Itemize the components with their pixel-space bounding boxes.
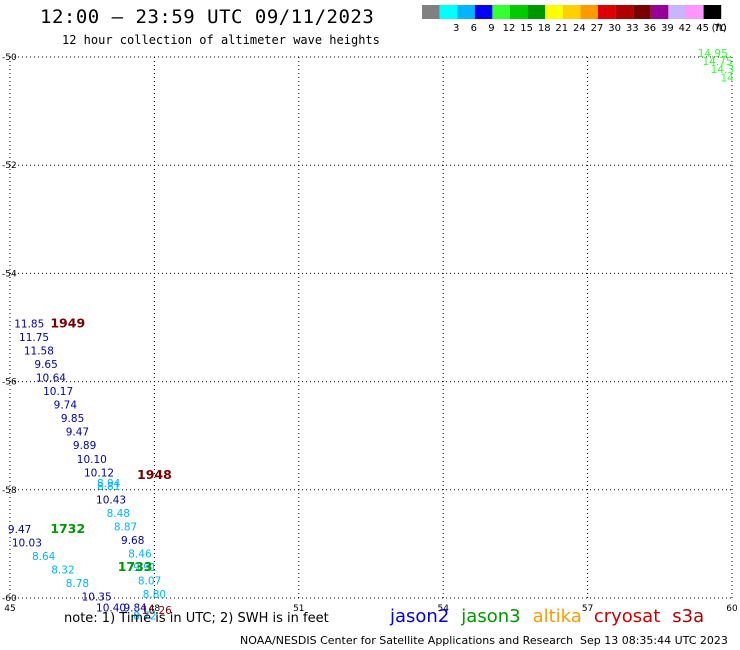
- colorbar-swatch: [668, 5, 686, 19]
- colorbar-swatch: [562, 5, 581, 19]
- wave-height-label: 8.07: [138, 575, 161, 587]
- satellite-legend: jason2 jason3 altika cryosat s3a: [390, 606, 716, 627]
- colorbar-label: 30: [608, 23, 621, 34]
- pass-time-label: 1732: [50, 521, 85, 536]
- wave-height-label: 9.91: [133, 562, 156, 574]
- colorbar-label: 6: [471, 23, 477, 34]
- wave-height-label: 8.32: [51, 565, 74, 577]
- y-tick-label: -58: [2, 486, 17, 496]
- wave-height-label: 8.81: [97, 481, 120, 493]
- colorbar-swatch: [527, 5, 546, 19]
- wave-height-label: 9.47: [8, 524, 31, 536]
- pass-time-label: 1949: [50, 316, 85, 331]
- legend-item-jason3: jason3: [461, 606, 521, 627]
- wave-height-label: 9.68: [121, 535, 144, 547]
- colorbar-label: 18: [538, 23, 551, 34]
- legend-item-s3a: s3a: [672, 606, 705, 627]
- wave-height-label: 9.84: [123, 603, 147, 615]
- wave-height-label: 14.95: [698, 48, 728, 60]
- colorbar-label: 45: [696, 23, 709, 34]
- colorbar-label: 15: [520, 23, 533, 34]
- x-tick-label: 60: [726, 604, 738, 614]
- wave-height-label: 8.80: [143, 589, 166, 601]
- wave-height-label: 10.17: [43, 386, 73, 398]
- wave-height-label: 8.64: [32, 551, 56, 563]
- colorbar-label: 27: [591, 23, 604, 34]
- wave-height-label: 9.74: [54, 400, 78, 412]
- colorbar-label: 9: [488, 23, 494, 34]
- wave-height-label: 8.46: [128, 548, 152, 560]
- colorbar: 3 6 9 12 15 18 21 24 27 30 33 36 39 42 45 70(ft): [422, 5, 727, 34]
- x-tick-label: 45: [4, 604, 15, 614]
- wave-height-label: 9.65: [34, 359, 57, 371]
- colorbar-label: 24: [573, 23, 586, 34]
- colorbar-label: 33: [626, 23, 639, 34]
- y-tick-label: -56: [2, 378, 17, 388]
- wave-height-label: 10.12: [84, 467, 114, 479]
- wave-height-label: 11.58: [24, 346, 54, 358]
- wave-height-label: 10.40: [96, 603, 126, 615]
- wave-height-label: 8.78: [66, 578, 89, 590]
- wave-height-label: 8.72: [133, 611, 156, 623]
- chart-title: 12:00 – 23:59 UTC 09/11/2023: [40, 6, 375, 28]
- wave-height-label: 11.75: [19, 332, 49, 344]
- legend-item-jason2: jason2: [390, 606, 450, 627]
- y-tick-label: -52: [2, 161, 17, 171]
- colorbar-swatch: [492, 5, 510, 19]
- colorbar-swatch: [457, 5, 475, 19]
- legend-item-cryosat: cryosat: [593, 606, 661, 627]
- colorbar-swatch: [686, 5, 704, 19]
- wave-height-label: 10.03: [12, 538, 42, 550]
- x-tick-label: 54: [437, 604, 449, 614]
- wave-height-label: 8.48: [107, 508, 130, 520]
- x-tick-label: 51: [293, 604, 304, 614]
- wave-height-label: 14.3: [711, 64, 734, 76]
- colorbar-label: 12: [503, 23, 516, 34]
- colorbar-label: 36: [643, 23, 656, 34]
- wave-height-label: 10.43: [96, 494, 126, 506]
- y-tick-label: -54: [2, 269, 17, 279]
- colorbar-swatch: [545, 5, 563, 19]
- y-tick-label: -50: [2, 53, 17, 63]
- x-tick-label: 48: [149, 604, 161, 614]
- wave-height-label: 9.47: [66, 427, 89, 439]
- colorbar-label: 39: [661, 23, 674, 34]
- colorbar-label: 70: [714, 23, 727, 34]
- colorbar-swatch: [510, 5, 528, 19]
- colorbar-swatch: [598, 5, 616, 19]
- pass-time-label: 1948: [137, 467, 172, 482]
- wave-height-label: 14: [720, 72, 734, 84]
- wave-height-label: 10.10: [77, 454, 107, 466]
- colorbar-swatch: [650, 5, 669, 19]
- colorbar-label: 3: [453, 23, 459, 34]
- colorbar-unit: (ft): [712, 23, 727, 34]
- legend-item-altika: altika: [532, 606, 582, 627]
- colorbar-swatch: [633, 5, 651, 19]
- x-tick-label: 57: [582, 604, 593, 614]
- generated-timestamp: Sep 13 08:35:44 UTC 2023: [580, 634, 728, 647]
- colorbar-swatch: [422, 5, 440, 19]
- wave-height-label: 8.94: [97, 478, 121, 490]
- colorbar-swatch: [474, 5, 493, 19]
- colorbar-swatch: [580, 5, 598, 19]
- pass-time-label: 1733: [118, 559, 153, 574]
- wave-height-label: 10.64: [36, 373, 66, 385]
- colorbar-swatch: [439, 5, 458, 19]
- colorbar-swatch: [615, 5, 634, 19]
- wave-height-label: 10.35: [82, 592, 112, 604]
- wave-height-label: 11.85: [14, 319, 44, 331]
- colorbar-swatch: [703, 5, 722, 19]
- y-tick-label: -60: [2, 594, 17, 604]
- colorbar-label: 42: [679, 23, 692, 34]
- wave-height-label: 8.87: [114, 521, 137, 533]
- colorbar-label: 21: [555, 23, 568, 34]
- credit-text: NOAA/NESDIS Center for Satellite Applica…: [240, 634, 574, 647]
- wave-height-label: 9.89: [73, 440, 96, 452]
- wave-height-label: 9.85: [61, 413, 84, 425]
- wave-height-label: 16.26: [142, 605, 172, 617]
- footer-note: note: 1) Time is in UTC; 2) SWH is in fe…: [64, 611, 329, 626]
- wave-height-label: 14.75: [703, 56, 733, 68]
- chart-subtitle: 12 hour collection of altimeter wave hei…: [62, 33, 380, 47]
